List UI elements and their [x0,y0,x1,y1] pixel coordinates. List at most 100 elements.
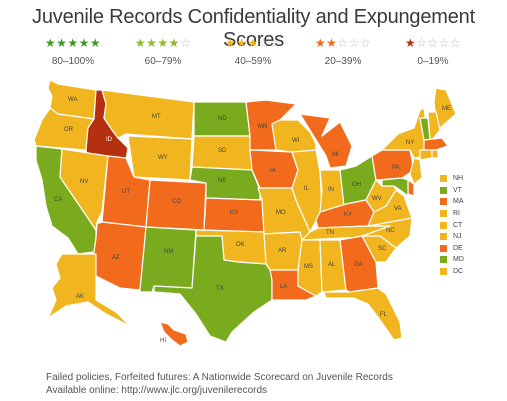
color-swatch [440,198,447,206]
state-label-sd: SD [218,148,227,154]
state-nh[interactable] [427,111,441,141]
state-label-co: CO [172,199,181,205]
legend-range: 40–59% [234,56,272,67]
legend-item-1-star: ★☆☆☆☆ 0–19% [388,36,478,68]
star-rating-icon: ★★☆☆☆ [314,36,372,50]
color-swatch [440,268,447,276]
small-state-row: NJ [440,231,500,243]
small-state-row: NH [440,173,500,185]
small-state-row: MD [440,254,500,266]
color-swatch [440,210,447,218]
color-swatch [440,186,447,194]
state-fl[interactable] [323,287,403,341]
state-label-wv: WV [372,196,382,202]
small-state-row: CT [440,219,500,231]
state-label-tn: TN [326,230,334,236]
state-ct[interactable] [419,149,433,161]
state-label-ok: OK [236,242,245,248]
state-labels: WA OR CA ID NV MT WY UT AZ CO NM ND SD N… [54,97,451,344]
state-label-id: ID [106,137,113,143]
state-ak[interactable] [47,253,131,327]
state-label-ne: NE [218,178,226,184]
state-label-me: ME [442,106,451,112]
state-label-ut: UT [122,189,130,195]
state-label-nm: NM [164,249,173,255]
small-state-label: NJ [453,233,462,241]
state-nm[interactable] [139,226,197,293]
star-rating-icon: ★★★☆☆ [224,36,282,50]
state-label-nv: NV [80,179,88,185]
small-state-row: VT [440,185,500,197]
state-label-ms: MS [304,264,313,270]
state-label-sc: SC [378,246,387,252]
legend-range: 80–100% [51,56,95,67]
state-label-ca: CA [54,197,62,203]
citation-url[interactable]: Available online: http://www.jlc.org/juv… [46,385,268,396]
state-label-hi: HI [160,338,166,344]
state-ma[interactable] [423,137,449,151]
small-state-row: MA [440,196,500,208]
state-mi[interactable] [299,113,353,169]
page-title: Juvenile Records Confidentiality and Exp… [32,6,475,51]
state-label-il: IL [304,186,310,192]
star-rating-icon: ★☆☆☆☆ [404,36,462,50]
state-nc[interactable] [361,217,413,249]
state-label-ky: KY [344,212,352,218]
state-co[interactable] [145,179,207,231]
state-label-al: AL [328,262,336,268]
citation-title: Failed policies, Forfeited futures: A Na… [46,372,393,383]
state-md[interactable] [381,177,409,197]
state-wv[interactable] [365,179,397,213]
small-state-label: MD [453,256,464,264]
small-state-label: CT [453,221,463,229]
state-label-mo: MO [276,210,286,216]
state-label-wa: WA [68,97,77,103]
state-label-wy: WY [158,155,168,161]
state-label-va: VA [394,206,402,212]
state-al[interactable] [319,239,347,293]
legend-range: 60–79% [144,56,182,67]
state-label-tx: TX [216,286,224,292]
legend-item-5-stars: ★★★★★ 80–100% [28,36,118,68]
small-state-label: VT [453,186,462,194]
legend-range: 0–19% [417,56,449,67]
legend-item-4-stars: ★★★★☆ 60–79% [118,36,208,68]
state-hi[interactable] [159,321,189,347]
state-label-pa: PA [392,165,400,171]
state-label-nc: NC [386,228,395,234]
small-state-label: NH [453,175,464,183]
state-label-mn: MN [258,124,267,130]
state-label-mt: MT [152,114,161,120]
state-label-in: IN [328,187,334,193]
small-state-row: DE [440,243,500,255]
star-rating-icon: ★★★★☆ [134,36,192,50]
state-label-or: OR [64,127,74,133]
state-label-ga: GA [354,262,363,268]
state-label-ak: AK [76,294,84,300]
small-state-label: MA [453,198,464,206]
color-swatch [440,244,447,252]
small-state-label: DC [453,268,464,276]
state-label-ia: IA [270,168,276,174]
small-state-label: RI [453,210,460,218]
small-state-row: DC [440,266,500,278]
legend-item-2-stars: ★★☆☆☆ 20–39% [298,36,388,68]
state-nj[interactable] [409,157,423,185]
state-label-wi: WI [292,138,300,144]
state-label-ks: KS [230,210,238,216]
state-label-la: LA [280,284,287,290]
state-ri[interactable] [431,149,439,159]
score-legend: ★★★★★ 80–100% ★★★★☆ 60–79% ★★★☆☆ 40–59% … [0,36,507,70]
small-states-legend: NH VT MA RI CT NJ DE MD DC [440,173,500,277]
state-label-nd: ND [218,116,227,122]
legend-range: 20–39% [324,56,362,67]
state-tx[interactable] [153,235,273,343]
state-mt[interactable] [101,89,195,140]
color-swatch [440,221,447,229]
state-label-ny: NY [406,140,414,146]
state-shapes [33,79,457,347]
small-state-row: RI [440,208,500,220]
state-label-fl: FL [380,312,388,318]
